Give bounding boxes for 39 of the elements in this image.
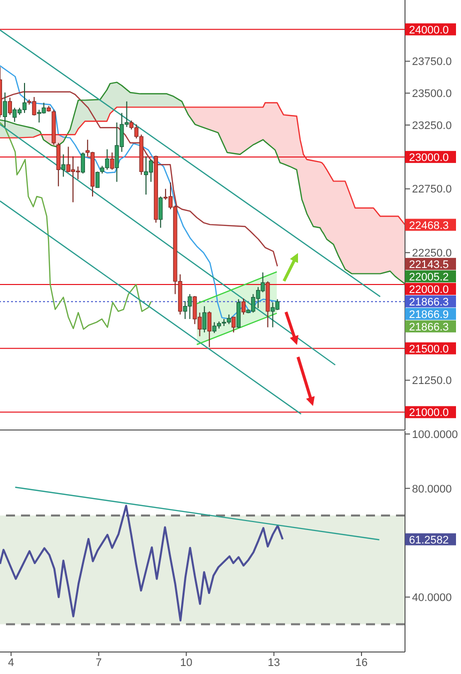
x-tick-label: 7 bbox=[96, 656, 102, 669]
line-series bbox=[0, 504, 284, 622]
candlestick bbox=[202, 306, 206, 333]
y-tick-label: 21250.0 bbox=[412, 375, 452, 388]
candlestick bbox=[158, 196, 163, 228]
y-tick-label: 22750.0 bbox=[412, 184, 452, 196]
candlestick bbox=[2, 92, 7, 128]
text: 22143.5 bbox=[409, 258, 449, 271]
text: 21866.9 bbox=[409, 308, 449, 321]
ref-line-label: 21866.3 bbox=[409, 296, 449, 308]
x-tick-label: 16 bbox=[355, 656, 368, 669]
candlestick bbox=[61, 154, 66, 178]
ref-line-label: 23000.0 bbox=[409, 152, 449, 164]
text: 21866.3 bbox=[409, 321, 449, 334]
y-tick-label: 22250.0 bbox=[412, 248, 452, 260]
candlestick bbox=[8, 97, 12, 116]
candlestick bbox=[207, 310, 212, 348]
y-tick-label: 23750.0 bbox=[412, 56, 452, 68]
data-label: 22005.2 bbox=[409, 271, 449, 284]
ref-line-label: 22000.0 bbox=[409, 284, 449, 296]
candlestick bbox=[80, 152, 85, 174]
ref-line-label: 21000.0 bbox=[409, 407, 449, 420]
candlestick bbox=[232, 316, 236, 333]
candlestick bbox=[241, 298, 246, 316]
text: 61.2582 bbox=[409, 534, 449, 546]
ref-line-label: 24000.0 bbox=[409, 24, 449, 36]
candlestick bbox=[95, 171, 100, 188]
y-tick-label: 100.0000 bbox=[412, 428, 458, 441]
x-tick-label: 10 bbox=[180, 656, 192, 669]
y-tick-label: 23250.0 bbox=[412, 120, 452, 132]
x-tick-label: 13 bbox=[268, 656, 280, 669]
x-tick-label: 4 bbox=[8, 656, 14, 669]
y-tick-label: 80.0000 bbox=[412, 483, 452, 496]
line-series bbox=[0, 122, 152, 330]
y-tick-label: 23500.0 bbox=[412, 88, 452, 100]
ref-line-label: 21500.0 bbox=[409, 343, 449, 356]
candlestick bbox=[110, 152, 114, 170]
y-tick-label: 40.0000 bbox=[412, 592, 452, 604]
data-label: 22468.3 bbox=[409, 220, 449, 232]
